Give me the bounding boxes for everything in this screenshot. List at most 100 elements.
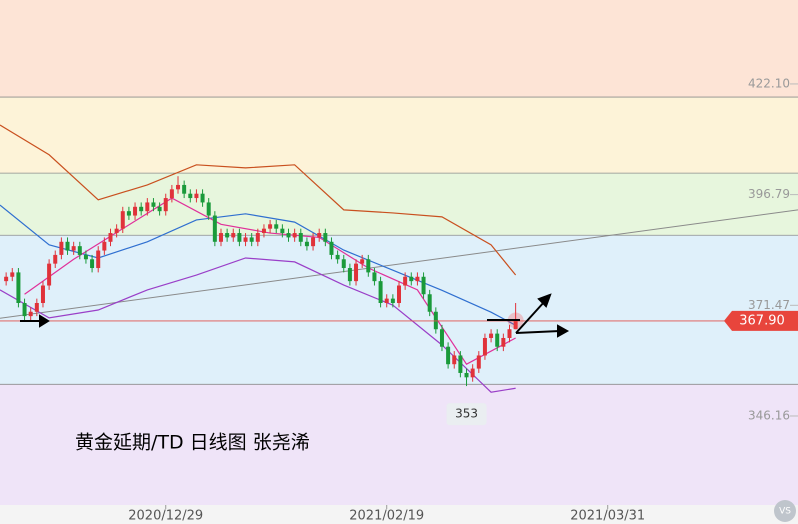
indicator-line <box>0 124 517 276</box>
candle-body <box>427 294 432 312</box>
candle-body <box>22 303 27 317</box>
candle-body <box>464 372 469 378</box>
candle-body <box>311 237 316 247</box>
candle-body <box>225 233 230 238</box>
candle-body <box>495 333 500 347</box>
candle-body <box>59 241 64 255</box>
candle-body <box>446 346 451 365</box>
candle-body <box>40 285 45 303</box>
candle-body <box>397 285 401 303</box>
candle-body <box>433 311 438 330</box>
candle-body <box>200 193 205 203</box>
candle-body <box>237 233 242 242</box>
candle-body <box>304 241 309 247</box>
arrow-head <box>39 314 50 328</box>
candle-body <box>206 202 211 216</box>
candle-body <box>10 272 15 277</box>
candle-body <box>403 276 408 286</box>
candle-body <box>415 276 420 282</box>
candle-body <box>194 193 199 199</box>
candle-body <box>286 233 291 238</box>
candle-body <box>176 184 181 190</box>
candle-body <box>65 241 70 251</box>
y-tick-label: 396.79 <box>748 187 790 201</box>
arrow-head <box>557 324 570 338</box>
candle-body <box>335 254 340 260</box>
candle-body <box>126 211 131 216</box>
candle-body <box>323 233 328 242</box>
candle-body <box>255 233 260 242</box>
y-tick-label: 422.10 <box>748 76 790 90</box>
candle-body <box>133 206 138 216</box>
candle-body <box>476 355 481 369</box>
candle-body <box>231 233 236 238</box>
arrow-head <box>537 293 552 308</box>
candle-body <box>341 259 346 269</box>
candle-body <box>108 233 113 242</box>
candle-body <box>139 206 144 212</box>
trend-line <box>0 209 798 319</box>
indicator-line <box>0 257 516 393</box>
candle-body <box>102 241 107 251</box>
candle-body <box>268 224 273 229</box>
candle-body <box>452 355 457 365</box>
arrows <box>20 293 570 338</box>
candle-body <box>96 250 101 269</box>
candle-body <box>28 311 33 317</box>
candle-body <box>360 259 365 264</box>
candle-body <box>372 272 377 282</box>
candle-body <box>354 263 359 282</box>
candle-body <box>120 211 125 229</box>
candle-body <box>298 233 303 242</box>
arrow <box>515 300 546 334</box>
candle-body <box>16 272 21 303</box>
candle-body <box>458 355 463 373</box>
candle-body <box>34 303 39 312</box>
candle-body <box>280 228 285 234</box>
candle-body <box>317 233 322 238</box>
candle-body <box>157 206 162 212</box>
candle-body <box>47 263 52 286</box>
candle-body <box>249 237 254 242</box>
candle-body <box>53 254 58 264</box>
candle-body <box>163 198 168 212</box>
candle-body <box>390 298 395 303</box>
candle-body <box>439 329 444 347</box>
logo-text: VS <box>779 507 791 517</box>
plot: 422.10 396.79 371.47 346.16 2020/12/29 2021/0… <box>0 76 798 524</box>
candle-body <box>90 259 95 269</box>
candle-body <box>114 228 119 234</box>
band <box>0 173 798 236</box>
candle-body <box>182 184 187 194</box>
candle-body <box>274 224 279 229</box>
candle-body <box>169 189 174 199</box>
arrow <box>515 330 561 334</box>
candle-body <box>489 333 494 338</box>
candle-body <box>513 320 518 330</box>
candle-body <box>261 228 266 234</box>
candle-body <box>212 215 217 242</box>
candle-body <box>77 246 82 255</box>
candle-body <box>347 268 352 282</box>
candle-body <box>507 329 512 338</box>
candle-body <box>329 241 334 255</box>
candle-body <box>243 237 248 242</box>
chart-title: 黄金延期/TD 日线图 张尧浠 <box>75 432 310 454</box>
candle-body <box>188 193 193 199</box>
candle-body <box>83 254 88 260</box>
price-tag <box>724 310 798 331</box>
candle-body <box>4 276 9 282</box>
y-tick-label: 371.47 <box>748 298 790 312</box>
x-tick-label: 2021/03/31 <box>570 509 645 524</box>
candle-body <box>378 281 383 303</box>
x-tick-label: 2021/02/19 <box>349 509 424 524</box>
candle-body <box>292 233 297 238</box>
logo <box>774 500 796 522</box>
candle-body <box>501 337 506 347</box>
x-axis-area <box>0 505 798 524</box>
indicator-line <box>0 204 516 326</box>
candle-body <box>409 276 414 282</box>
annotation-label: 353 <box>455 407 478 421</box>
